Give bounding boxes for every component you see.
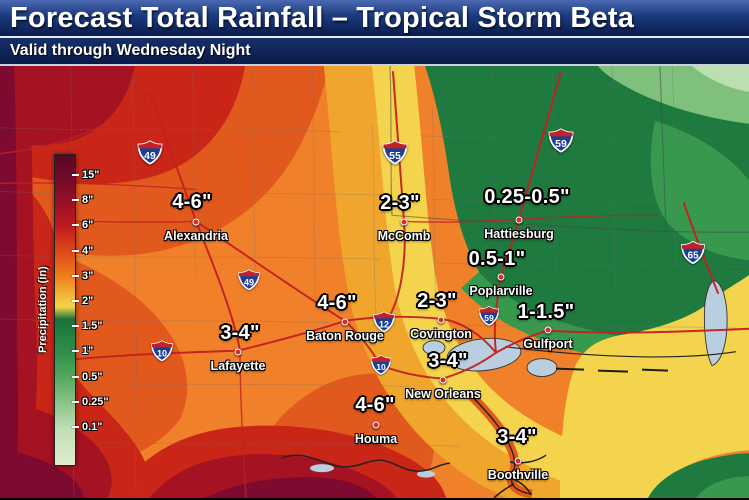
city-label-houma: Houma <box>354 432 398 446</box>
legend-tick: 0.1" <box>72 421 103 433</box>
interstate-49-shield: 49 <box>137 140 163 170</box>
city-label-mccomb: McComb <box>377 229 431 243</box>
city-dot-new-orleans <box>439 376 447 384</box>
city-dot-boothville <box>514 457 522 465</box>
rainfall-annotation-covington: 2-3" <box>417 290 457 312</box>
svg-text:49: 49 <box>244 277 254 287</box>
interstate-10-shield: 10 <box>370 354 392 379</box>
svg-text:59: 59 <box>484 313 494 323</box>
interstate-10-shield: 10 <box>151 340 174 366</box>
rainfall-annotation-mccomb: 2-3" <box>380 192 420 214</box>
svg-text:12: 12 <box>379 319 389 329</box>
city-dot-lafayette <box>234 348 242 356</box>
rainfall-annotation-gulfport: 1-1.5" <box>517 301 575 323</box>
city-label-covington: Covington <box>410 327 472 341</box>
city-label-hattiesburg: Hattiesburg <box>484 227 554 241</box>
svg-text:10: 10 <box>157 348 167 358</box>
legend-tick: 1" <box>72 345 93 357</box>
header-banner: Forecast Total Rainfall – Tropical Storm… <box>0 0 749 38</box>
interstate-65-shield: 65 <box>680 240 705 269</box>
svg-text:55: 55 <box>389 151 401 162</box>
maroon-regions <box>0 66 376 498</box>
rainfall-annotation-new-orleans: 3-4" <box>428 350 468 372</box>
precipitation-shading-graphic <box>0 66 749 498</box>
rainfall-annotation-houma: 4-6" <box>355 394 395 416</box>
city-label-alexandria: Alexandria <box>164 229 228 243</box>
city-label-poplarville: Poplarville <box>469 284 533 298</box>
valid-through-text: Valid through Wednesday Night <box>10 42 251 59</box>
rainfall-annotation-lafayette: 3-4" <box>220 322 260 344</box>
rainfall-annotation-alexandria: 4-6" <box>172 191 212 213</box>
legend-tick: 4" <box>72 245 93 257</box>
legend-tick: 6" <box>72 219 93 231</box>
city-label-boothville: Boothville <box>487 468 549 482</box>
city-dot-poplarville <box>497 273 505 281</box>
interstate-59-shield: 59 <box>548 128 574 158</box>
svg-text:10: 10 <box>376 362 386 372</box>
city-dot-mccomb <box>400 218 408 226</box>
interstate-49-shield: 49 <box>238 269 261 295</box>
interstate-12-shield: 12 <box>373 311 396 337</box>
city-dot-gulfport <box>544 326 552 334</box>
legend-title: Precipitation (in) <box>37 266 49 354</box>
yellow-orange-band <box>323 66 630 498</box>
legend-tick: 15" <box>72 169 99 181</box>
city-dot-baton-rouge <box>341 318 349 326</box>
legend-tick: 0.25" <box>72 396 109 408</box>
svg-text:59: 59 <box>555 139 567 150</box>
city-dot-alexandria <box>192 218 200 226</box>
legend-tick: 2" <box>72 295 93 307</box>
precip-colorbar <box>54 154 76 466</box>
city-dot-hattiesburg <box>515 216 523 224</box>
rainfall-annotation-baton-rouge: 4-6" <box>317 292 357 314</box>
water-bodies <box>310 280 728 478</box>
city-label-gulfport: Gulfport <box>523 337 573 351</box>
city-dot-covington <box>437 316 445 324</box>
rainfall-annotation-boothville: 3-4" <box>497 426 537 448</box>
city-label-baton-rouge: Baton Rouge <box>306 329 384 343</box>
interstate-59-shield: 59 <box>478 305 500 330</box>
sub-banner: Valid through Wednesday Night <box>0 38 749 66</box>
rainfall-annotation-hattiesburg: 0.25-0.5" <box>484 186 570 208</box>
light-green-corner <box>598 66 749 124</box>
forecast-rainfall-map: Precipitation (in) 15" 8" 6" 4" 3" 2" 1.5" 1" 0.… <box>0 66 749 498</box>
city-dot-houma <box>372 421 380 429</box>
interstate-55-shield: 55 <box>382 140 408 170</box>
page-title: Forecast Total Rainfall – Tropical Storm… <box>10 1 635 34</box>
legend-tick: 3" <box>72 270 93 282</box>
precipitation-legend: Precipitation (in) 15" 8" 6" 4" 3" 2" 1.5" 1" 0.… <box>37 154 109 466</box>
rainfall-annotation-poplarville: 0.5-1" <box>468 248 526 270</box>
legend-tick: 8" <box>72 194 93 206</box>
legend-tick: 1.5" <box>72 320 103 332</box>
city-label-lafayette: Lafayette <box>210 359 266 373</box>
legend-tick: 0.5" <box>72 371 103 383</box>
svg-text:65: 65 <box>687 251 699 262</box>
svg-text:49: 49 <box>144 151 156 162</box>
city-label-new-orleans: New Orleans <box>405 387 481 401</box>
